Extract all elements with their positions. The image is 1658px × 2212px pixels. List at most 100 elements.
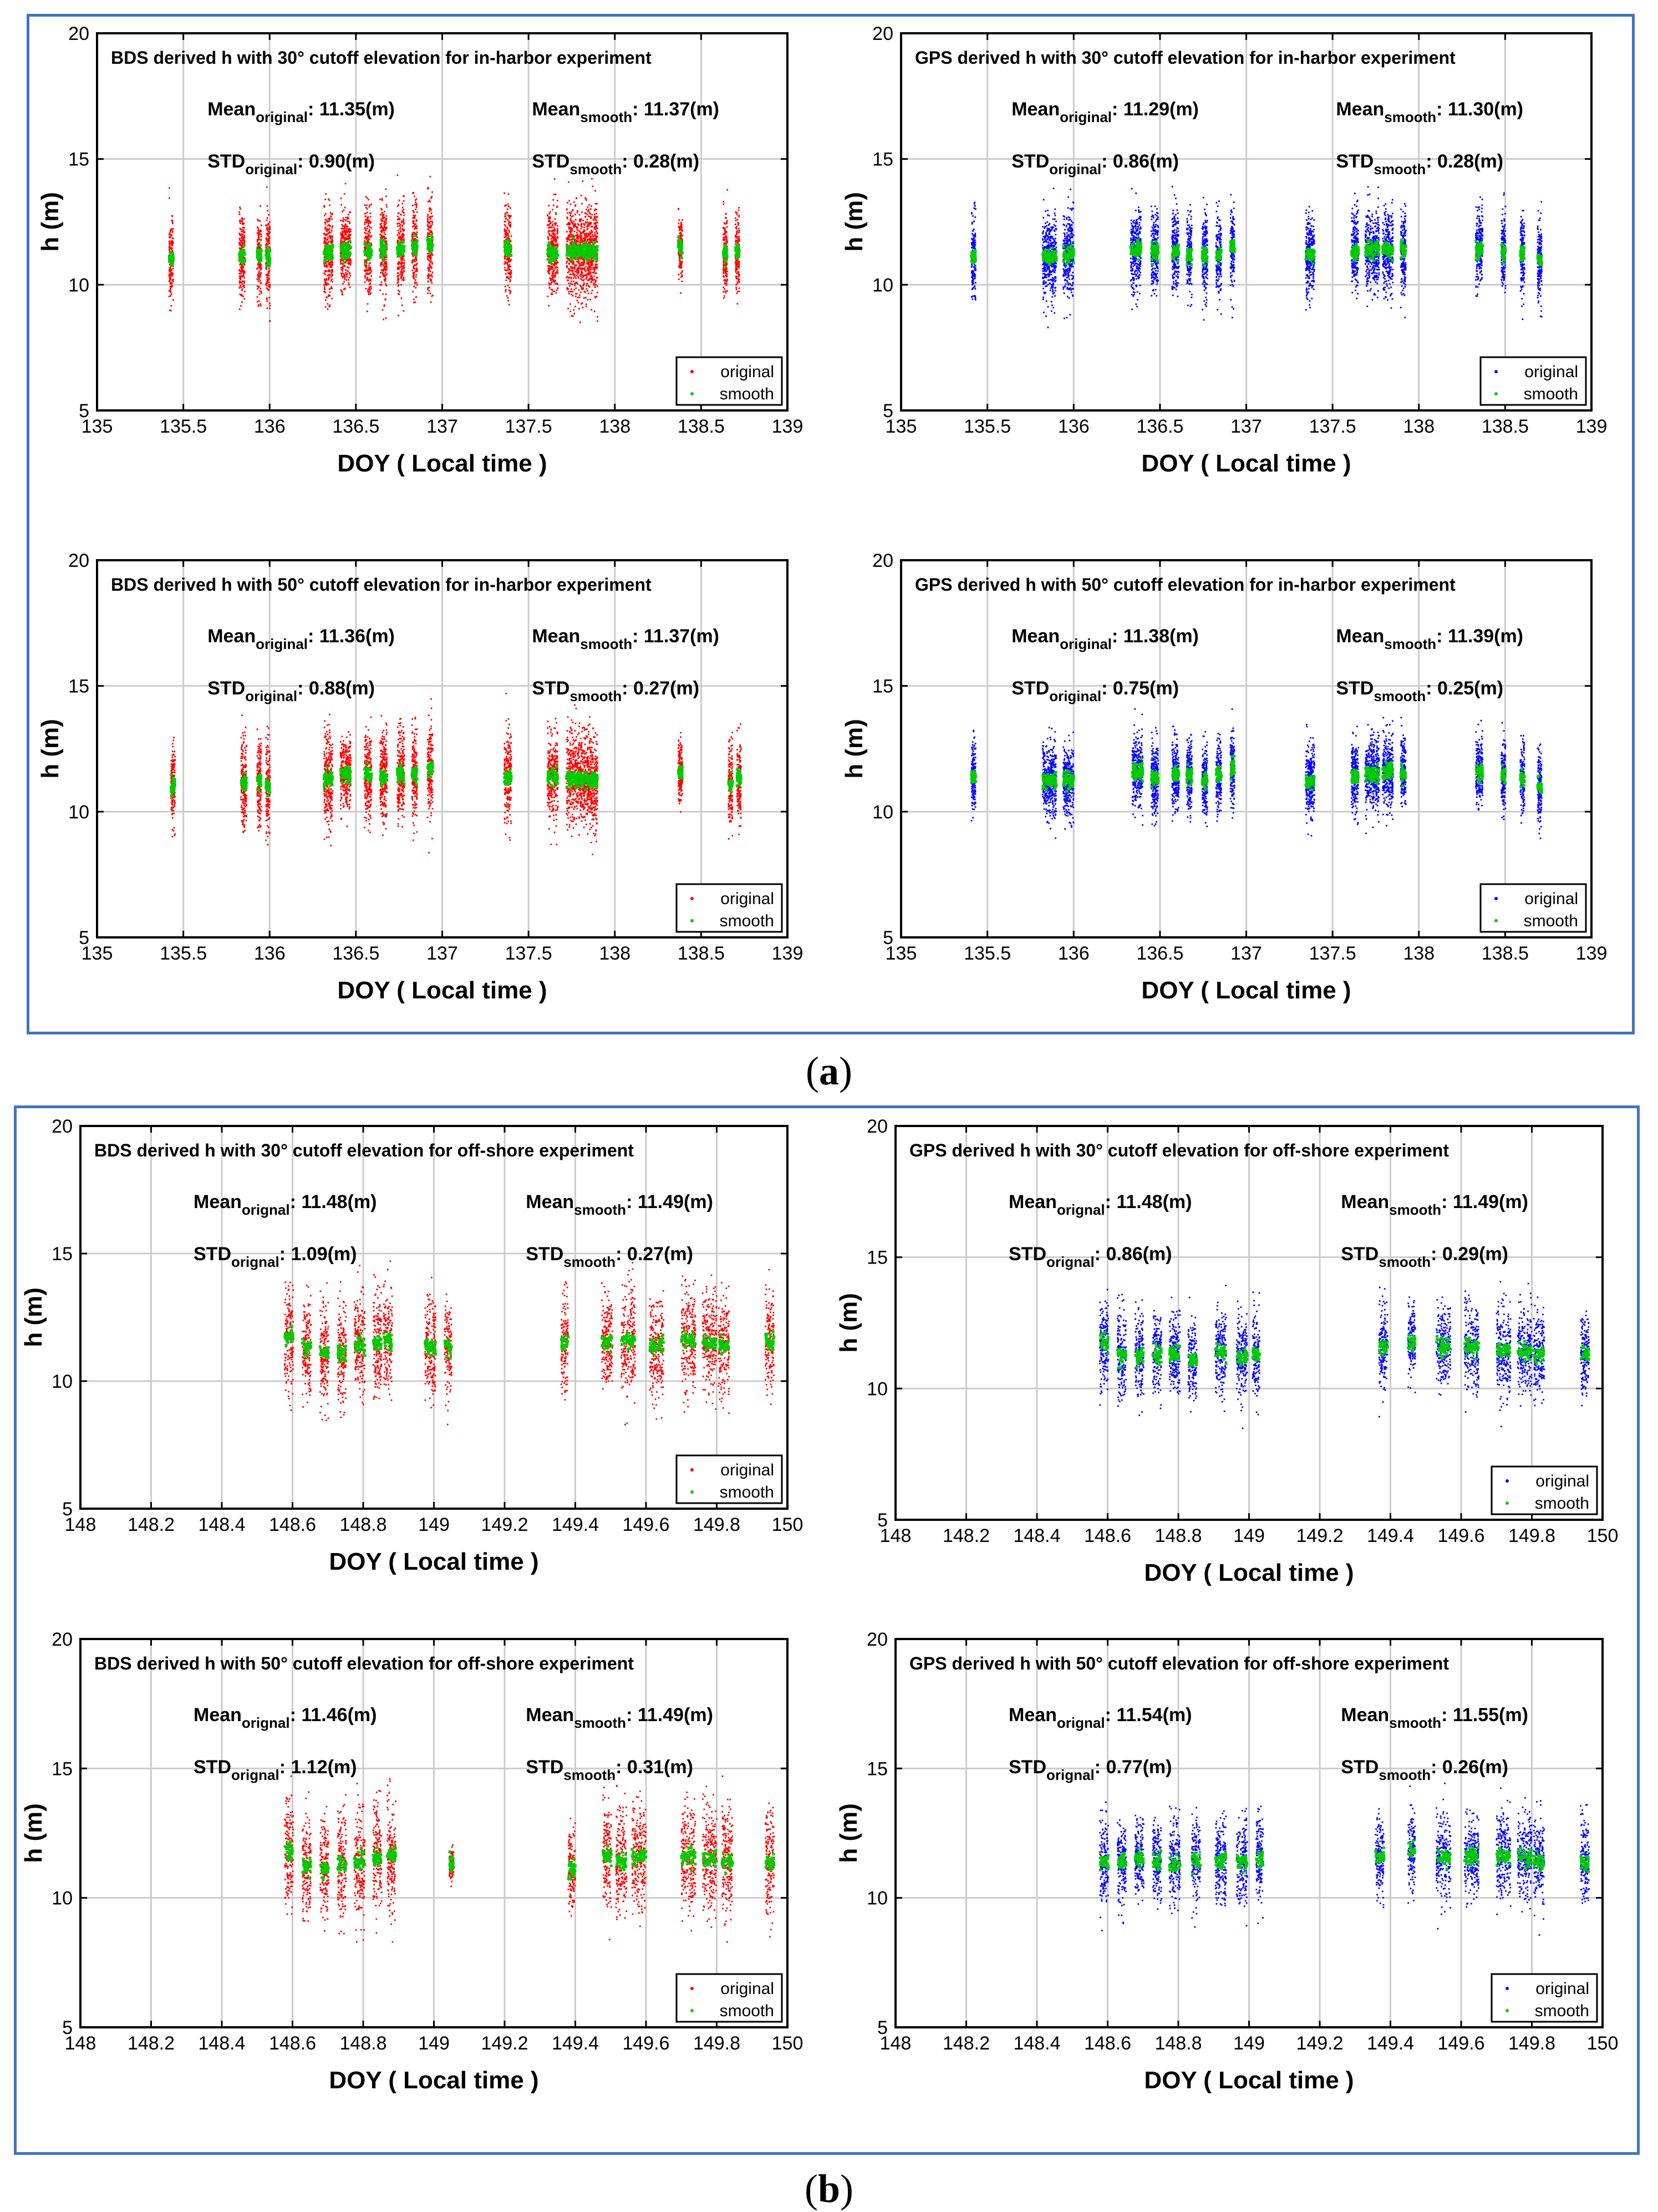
original-point (413, 265, 415, 267)
original-point (576, 229, 578, 231)
original-point (415, 301, 416, 303)
original-point (367, 290, 369, 292)
original-point (266, 277, 268, 278)
original-point (242, 229, 243, 231)
original-point (430, 261, 432, 262)
original-point (266, 186, 268, 188)
original-point (578, 302, 579, 303)
original-point (553, 265, 555, 267)
original-point (557, 261, 559, 263)
original-point (170, 287, 171, 289)
smooth-point (345, 242, 348, 245)
original-point (368, 293, 369, 295)
original-point (586, 306, 587, 307)
original-point (243, 298, 245, 300)
original-point (400, 259, 402, 261)
original-point (340, 238, 342, 240)
original-point (401, 305, 403, 306)
original-point (269, 302, 271, 304)
original-point (238, 211, 240, 213)
original-point (723, 272, 724, 274)
original-point (581, 211, 583, 213)
original-point (581, 235, 583, 237)
original-point (268, 222, 269, 224)
original-point (330, 265, 332, 266)
original-point (735, 224, 736, 225)
original-point (343, 231, 344, 233)
original-point (269, 286, 271, 287)
original-point (347, 270, 349, 272)
original-point (679, 267, 680, 268)
original-point (258, 300, 260, 302)
original-point (507, 277, 508, 278)
original-point (555, 273, 556, 275)
original-point (427, 258, 429, 260)
original-point (570, 218, 572, 220)
original-point (325, 235, 327, 236)
original-point (258, 230, 260, 231)
original-point (681, 281, 683, 282)
original-point (364, 270, 366, 271)
original-point (383, 275, 384, 277)
original-point (414, 215, 416, 216)
smooth-point (330, 250, 333, 253)
original-point (364, 248, 366, 250)
original-point (243, 281, 245, 282)
original-point (587, 214, 588, 215)
original-point (428, 290, 430, 292)
original-point (239, 243, 241, 245)
original-point (681, 219, 683, 221)
original-point (400, 261, 402, 263)
original-point (566, 261, 568, 262)
original-point (592, 280, 593, 281)
original-point (555, 222, 557, 224)
original-point (267, 290, 269, 291)
original-point (323, 234, 325, 235)
original-point (557, 246, 558, 247)
original-point (738, 216, 740, 217)
original-point (369, 236, 371, 238)
original-point (429, 287, 430, 288)
original-point (570, 232, 572, 234)
original-point (366, 205, 368, 206)
original-point (398, 272, 399, 274)
original-point (578, 262, 579, 264)
original-point (506, 232, 507, 234)
original-point (427, 220, 429, 221)
original-point (557, 243, 558, 245)
original-point (400, 231, 402, 232)
original-point (592, 268, 594, 270)
original-point (350, 231, 352, 232)
original-point (725, 242, 726, 244)
original-point (326, 284, 328, 286)
original-point (399, 263, 401, 265)
original-point (415, 224, 416, 225)
original-point (548, 205, 550, 206)
original-point (510, 291, 511, 293)
original-point (597, 227, 598, 229)
original-point (404, 229, 405, 231)
original-point (553, 229, 555, 230)
original-point (416, 203, 418, 205)
original-point (239, 247, 241, 249)
original-point (169, 273, 170, 275)
original-point (586, 269, 588, 271)
original-point (345, 220, 347, 221)
original-point (430, 266, 432, 268)
original-point (505, 205, 506, 206)
smooth-point (170, 259, 172, 262)
caption-b: (b) (746, 2166, 912, 2212)
original-point (678, 208, 679, 210)
original-point (239, 275, 241, 277)
original-point (582, 307, 583, 308)
original-point (591, 267, 592, 269)
original-point (569, 285, 571, 287)
original-point (172, 299, 174, 301)
original-point (556, 206, 558, 208)
original-point (367, 219, 369, 220)
original-point (402, 212, 404, 214)
original-point (366, 239, 368, 240)
original-point (404, 262, 405, 263)
original-point (584, 197, 586, 199)
original-point (555, 218, 556, 220)
